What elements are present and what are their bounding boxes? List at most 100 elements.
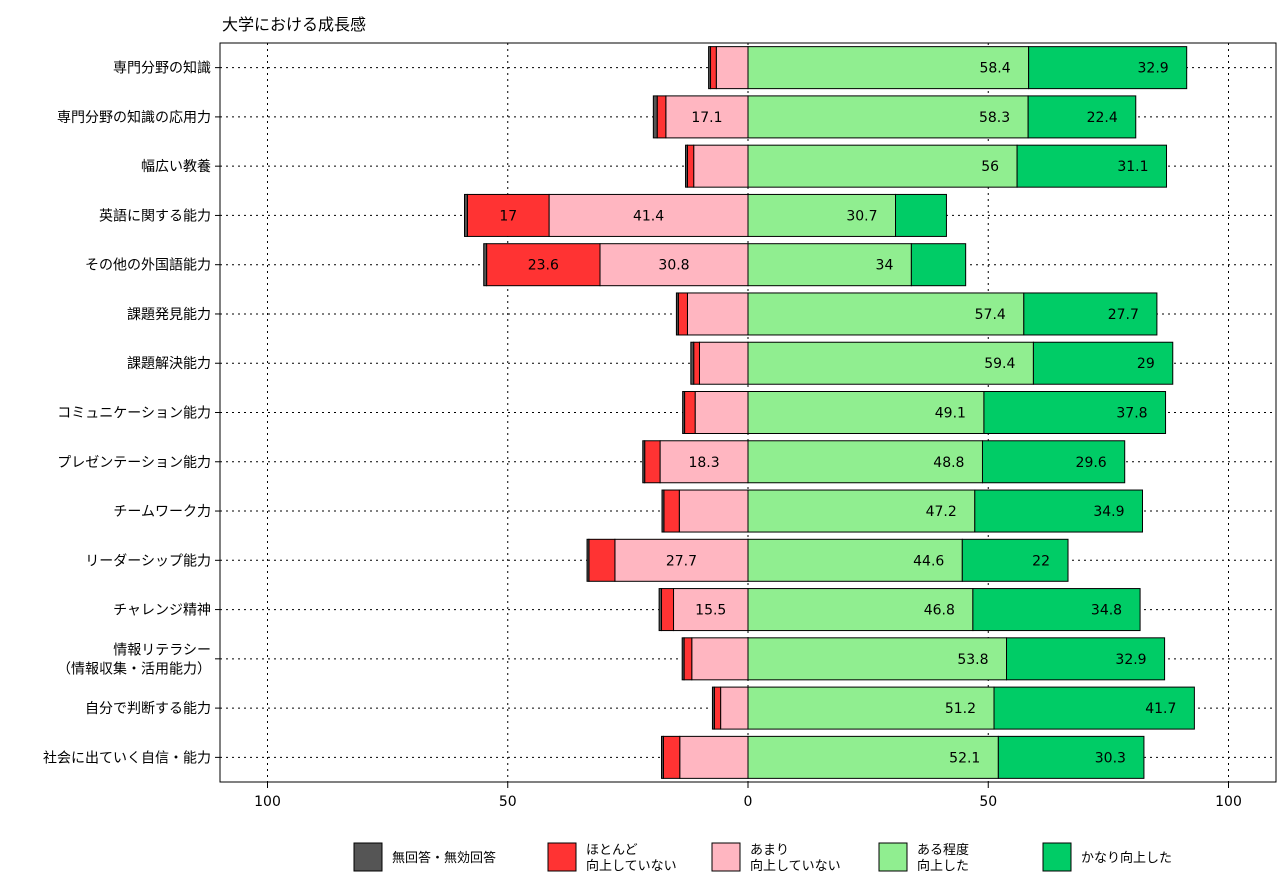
data-label: 17: [499, 208, 517, 224]
category-label: 課題解決能力: [127, 356, 211, 372]
bar-segment: [747, 95, 1029, 139]
bar-segment: [747, 391, 985, 434]
bar-segment: [1023, 292, 1158, 336]
x-tick-label: 100: [1215, 794, 1242, 810]
category-label: 課題発見能力: [127, 307, 211, 323]
category-label: プレゼンテーション能力: [57, 455, 211, 471]
bar-segment: [684, 391, 696, 434]
bar-segment: [720, 686, 749, 730]
category-label: チャレンジ精神: [113, 603, 211, 619]
category-label: その他の外国語能力: [85, 258, 211, 274]
bar-segment: [747, 588, 974, 632]
data-label: 30.3: [1095, 750, 1126, 766]
bar-segment: [642, 440, 646, 484]
category-label: 社会に出ていく自信・能力: [43, 750, 211, 766]
bar-segment: [983, 391, 1167, 434]
bar-segment: [693, 144, 749, 188]
category-label: 専門分野の知識: [113, 60, 211, 77]
bars: [464, 46, 1195, 779]
bar-segment: [586, 538, 590, 582]
category-label: 英語に関する能力: [99, 207, 211, 224]
bar-segment: [661, 489, 665, 533]
data-label: 47.2: [926, 504, 957, 520]
bar-segment: [1027, 95, 1137, 139]
bar-segment: [464, 193, 468, 237]
data-label: 31.1: [1117, 159, 1148, 175]
data-label: 30.7: [846, 208, 877, 224]
legend-swatch: [711, 842, 741, 872]
bar-segment: [686, 292, 749, 336]
bar-segment: [715, 46, 749, 90]
legend-swatch: [547, 842, 577, 872]
bar-segment: [588, 538, 616, 582]
chart-title: 大学における成長感: [222, 15, 366, 34]
bar-segment: [656, 95, 667, 139]
data-label: 30.8: [658, 258, 689, 274]
bar-segment: [659, 440, 749, 484]
bar-segment: [685, 144, 688, 188]
bar-segment: [747, 440, 983, 484]
category-label: 情報リテラシー（情報収集・活用能力）: [57, 642, 211, 677]
bar-segment: [711, 686, 715, 730]
category-label: リーダーシップ能力: [85, 553, 211, 569]
bar-segment: [747, 489, 976, 533]
data-label: 41.4: [633, 208, 664, 224]
bar-segment: [747, 637, 1008, 681]
category-label: 専門分野の知識の応用力: [57, 109, 211, 126]
bar-segment: [694, 391, 749, 434]
bar-segment: [708, 46, 712, 90]
bar-segment: [658, 588, 663, 632]
bar-segment: [747, 193, 897, 237]
bar-segment: [1028, 46, 1188, 90]
data-label: 34.9: [1093, 504, 1124, 520]
bar-segment: [747, 144, 1018, 188]
data-label: 48.8: [933, 455, 964, 471]
bar-segment: [693, 341, 700, 385]
bar-segment: [662, 735, 681, 779]
legend-label: あまり向上していない: [750, 843, 841, 873]
bar-segment: [1006, 637, 1166, 681]
bar-segment: [663, 489, 680, 533]
data-label: 17.1: [691, 110, 722, 126]
legend-label: ある程度向上した: [917, 842, 969, 873]
data-label: 29.6: [1076, 455, 1107, 471]
category-label: チームワーク力: [113, 504, 211, 520]
data-label: 51.2: [945, 701, 976, 717]
category-label: コミュニケーション能力: [57, 406, 211, 422]
data-label: 44.6: [913, 553, 944, 569]
legend: 無回答・無効回答 ほとんど向上していない あまり向上していない ある程度向上した かなり…: [353, 842, 1172, 873]
bar-segment: [981, 440, 1126, 484]
data-label: 58.4: [979, 61, 1010, 77]
bar-segment: [599, 243, 749, 287]
bar-segment: [686, 144, 695, 188]
bar-segment: [682, 391, 686, 434]
data-label: 23.6: [528, 258, 559, 274]
bar-segment: [679, 735, 749, 779]
data-label: 34: [876, 258, 894, 274]
data-label: 58.3: [979, 110, 1010, 126]
bar-segment: [910, 243, 967, 287]
bar-segment: [614, 538, 749, 582]
data-label: 41.7: [1145, 701, 1176, 717]
data-label: 22: [1032, 553, 1050, 569]
bar-segment: [690, 341, 695, 385]
legend-label: ほとんど向上していない: [586, 843, 677, 873]
legend-swatch: [353, 842, 383, 872]
bar-segment: [661, 735, 664, 779]
bar-segment: [681, 637, 685, 681]
data-label: 49.1: [935, 406, 966, 422]
data-label: 57.4: [975, 307, 1006, 323]
bar-segment: [747, 686, 995, 730]
bar-segment: [747, 292, 1025, 336]
data-label: 53.8: [957, 652, 988, 668]
bar-segment: [710, 46, 717, 90]
data-label: 56: [981, 159, 999, 175]
data-label: 27.7: [666, 553, 697, 569]
data-label: 15.5: [695, 603, 726, 619]
legend-swatch: [878, 842, 908, 872]
bar-segment: [644, 440, 661, 484]
data-label: 29: [1137, 356, 1155, 372]
bar-segment: [1016, 144, 1168, 188]
data-label: 34.8: [1091, 603, 1122, 619]
category-label: 幅広い教養: [141, 158, 211, 175]
